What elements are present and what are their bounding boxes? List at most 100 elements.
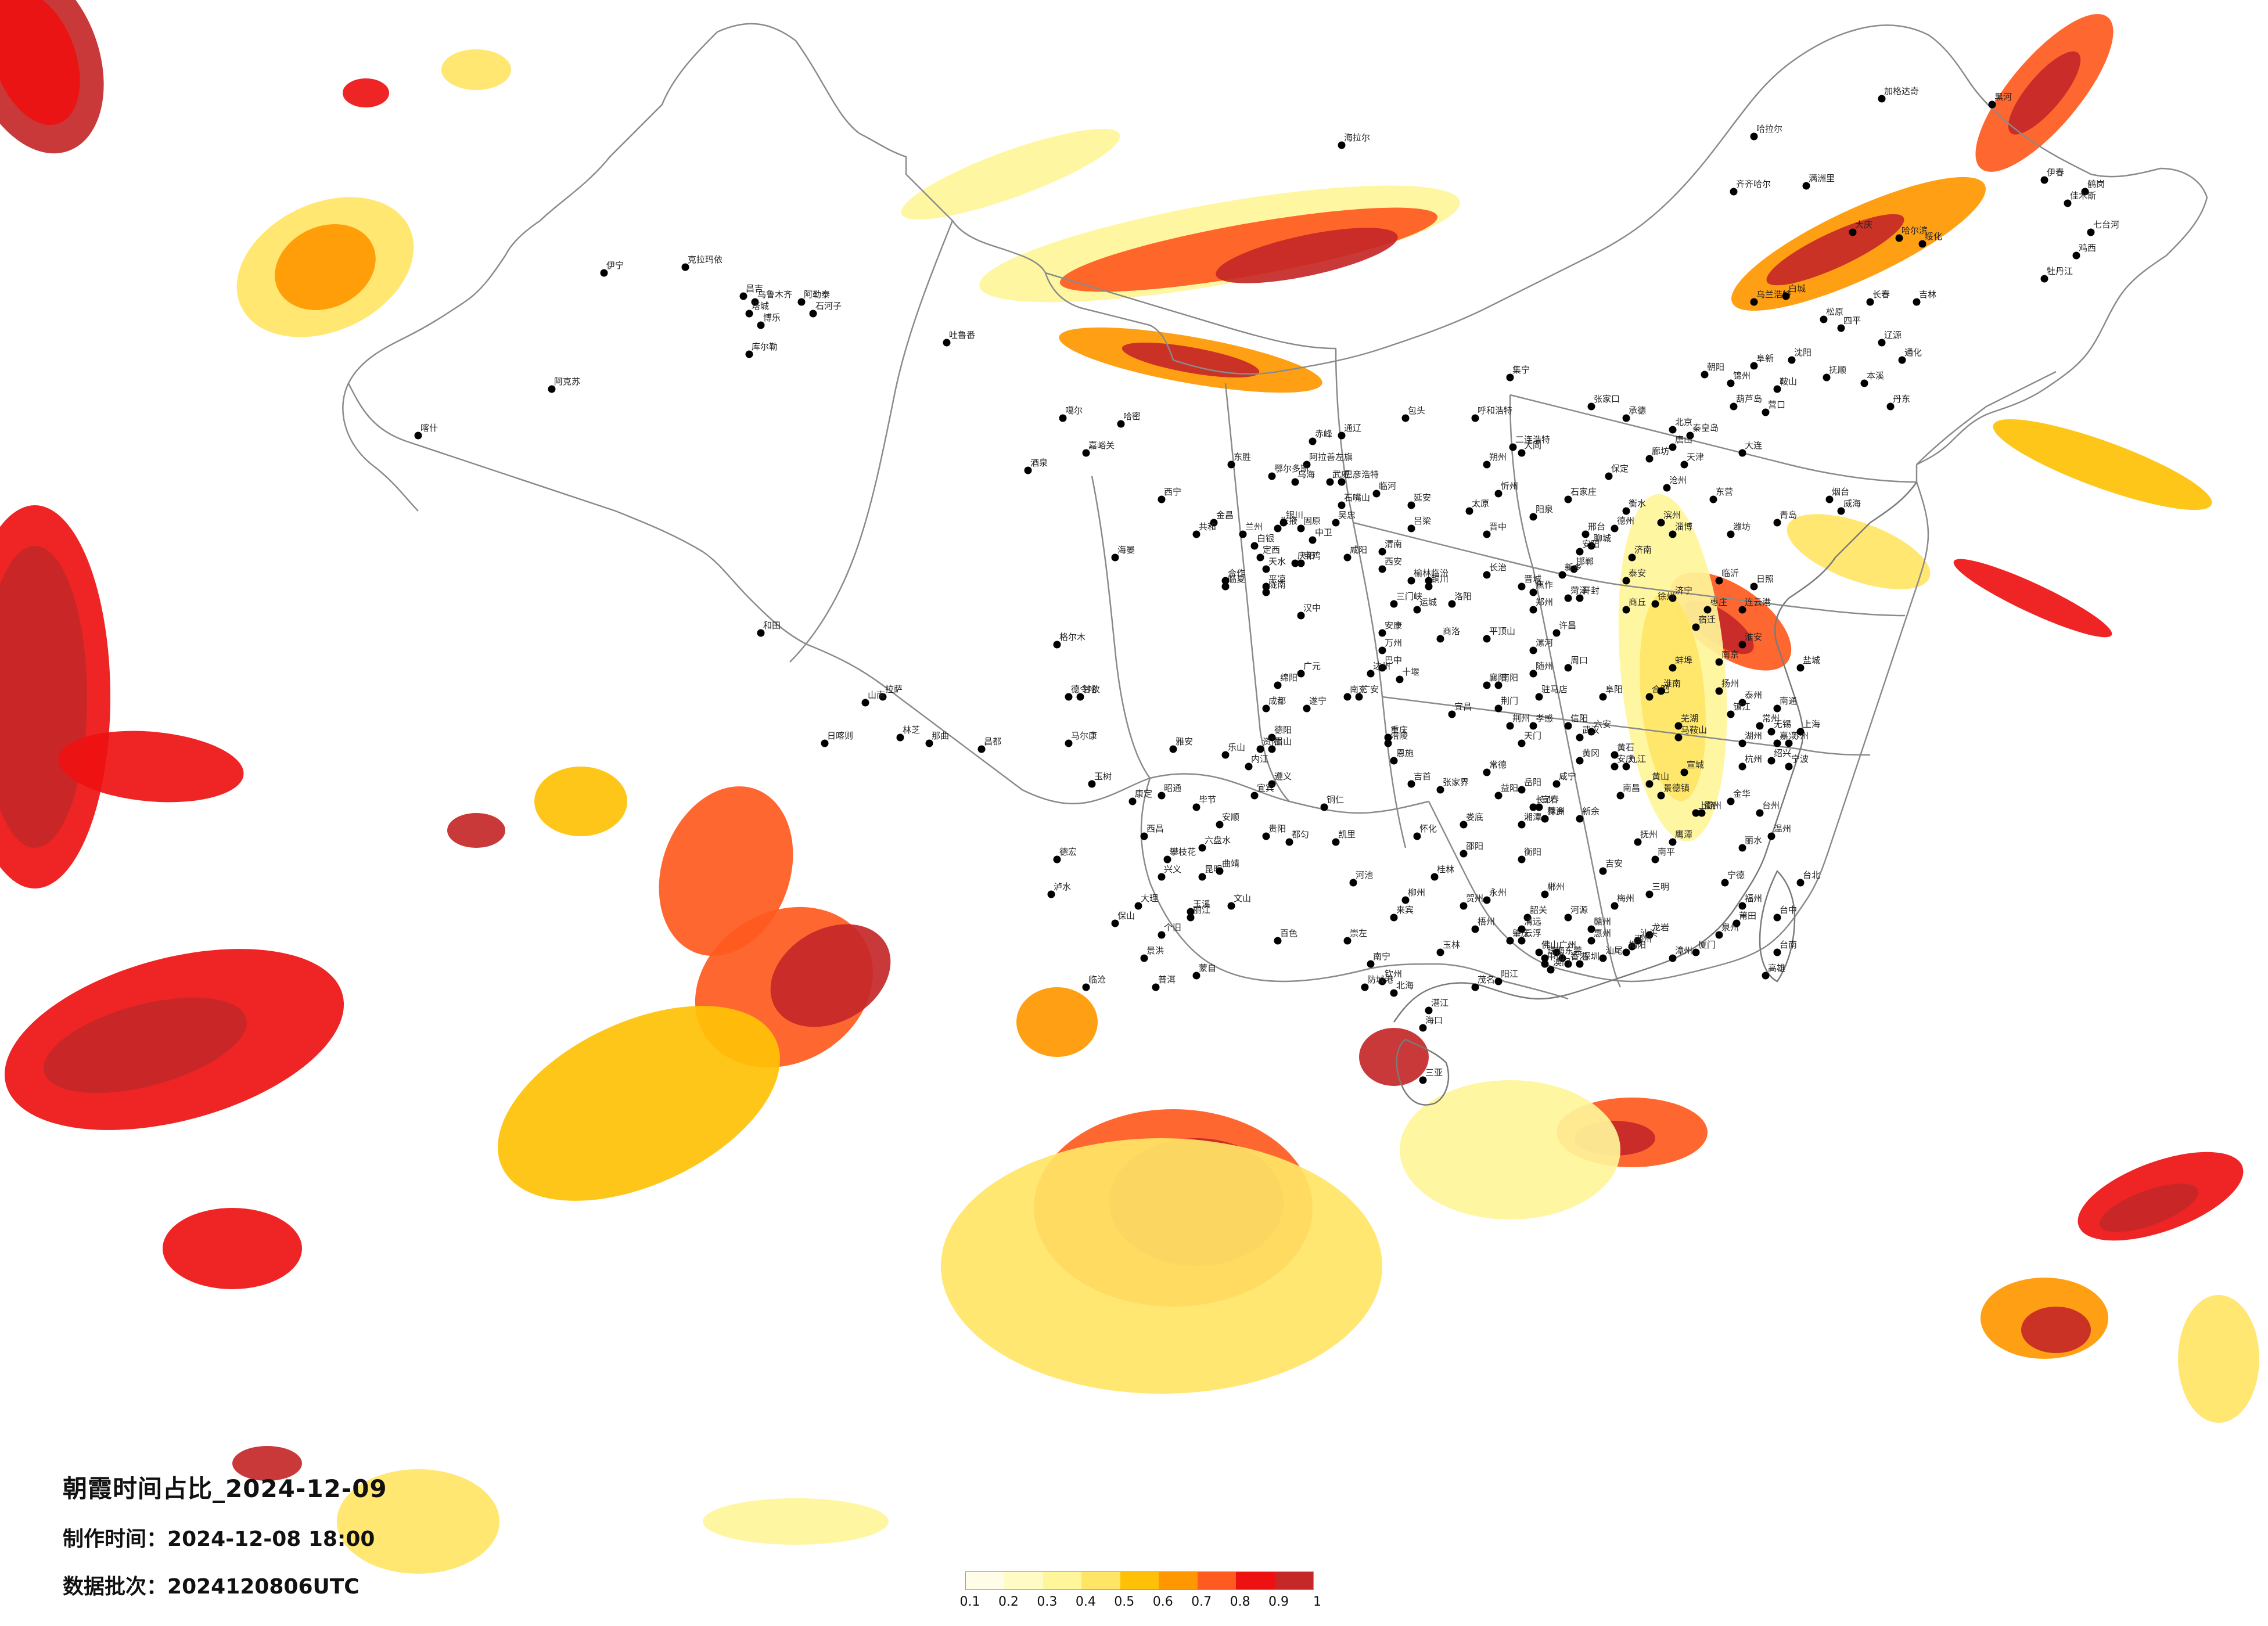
city-dot xyxy=(1483,635,1491,643)
city-dot xyxy=(1657,519,1665,527)
city-dot xyxy=(1436,786,1444,794)
city-label: 娄底 xyxy=(1466,812,1483,822)
heat-patch xyxy=(2008,51,2081,135)
city-label: 四平 xyxy=(1843,315,1861,326)
city-dot xyxy=(1788,356,1796,364)
city-label: 三亚 xyxy=(1425,1067,1443,1078)
legend-swatch-2 xyxy=(1004,1572,1043,1589)
city-label: 玉树 xyxy=(1094,771,1112,782)
city-dot xyxy=(1378,565,1386,573)
city-label: 佳木斯 xyxy=(2070,190,2096,201)
city-dot xyxy=(1558,571,1566,579)
heat-patch xyxy=(337,1469,499,1574)
heat-patch xyxy=(2178,1295,2259,1423)
city-label: 朔州 xyxy=(1489,452,1507,462)
city-dot xyxy=(1494,681,1503,689)
city-dot xyxy=(1274,524,1282,533)
city-dot xyxy=(745,310,753,318)
city-dot xyxy=(1268,472,1276,480)
city-label: 佛山 xyxy=(1541,940,1559,950)
city-label: 咸阳 xyxy=(1350,545,1367,555)
city-label: 深圳 xyxy=(1582,951,1600,962)
city-dot xyxy=(1599,693,1607,701)
city-label: 玉林 xyxy=(1443,940,1460,950)
city-dot xyxy=(1384,739,1392,747)
city-label: 白城 xyxy=(1788,283,1806,294)
legend-tick-label: 1 xyxy=(1313,1595,1321,1609)
city-label: 九江 xyxy=(1629,754,1646,764)
city-label: 拉萨 xyxy=(885,684,903,695)
city-label: 黄冈 xyxy=(1582,748,1600,758)
heat-patch xyxy=(1059,207,1438,292)
city-label: 威海 xyxy=(1843,498,1861,509)
city-dot xyxy=(1117,420,1125,428)
city-label: 福州 xyxy=(1745,893,1762,904)
city-label: 牡丹江 xyxy=(2047,266,2073,276)
city-dot xyxy=(1886,402,1895,411)
city-label: 六安 xyxy=(1594,719,1611,729)
city-label: 贵阳 xyxy=(1268,823,1286,834)
city-dot xyxy=(1483,896,1491,904)
city-dot xyxy=(1576,594,1584,602)
city-label: 百色 xyxy=(1280,928,1297,938)
city-label: 大连 xyxy=(1745,440,1762,451)
heat-patch xyxy=(1016,987,1098,1057)
city-dot xyxy=(1250,542,1259,550)
city-dot xyxy=(1669,838,1677,846)
city-dot xyxy=(1256,745,1264,753)
city-label: 嘉兴 xyxy=(1780,731,1797,741)
city-dot xyxy=(1529,646,1537,654)
city-label: 临沧 xyxy=(1088,974,1106,985)
city-label: 信阳 xyxy=(1570,713,1588,724)
city-dot xyxy=(1483,461,1491,469)
city-label: 哈密 xyxy=(1123,411,1141,422)
city-label: 日喀则 xyxy=(827,731,853,741)
city-label: 济宁 xyxy=(1675,585,1692,596)
city-dot xyxy=(1715,931,1723,939)
city-label: 阿勒泰 xyxy=(804,289,830,300)
city-label: 山南 xyxy=(868,690,885,700)
city-label: 防城港 xyxy=(1367,974,1393,985)
city-label: 保山 xyxy=(1117,911,1135,921)
city-label: 乌鲁木齐 xyxy=(757,289,792,300)
city-dot xyxy=(1796,664,1805,672)
heat-patch xyxy=(941,1138,1382,1394)
city-label: 海拉尔 xyxy=(1344,132,1370,143)
city-label: 西宁 xyxy=(1164,487,1181,497)
city-dot xyxy=(1727,710,1735,718)
city-label: 满洲里 xyxy=(1809,173,1835,184)
city-label: 蒙自 xyxy=(1199,963,1216,973)
city-label: 平凉 xyxy=(1268,574,1286,584)
city-dot xyxy=(1785,739,1793,747)
city-label: 商丘 xyxy=(1629,597,1646,607)
city-label: 定西 xyxy=(1263,545,1280,555)
heat-patch xyxy=(498,1006,780,1201)
city-label: 肇庆 xyxy=(1512,928,1530,938)
city-dot xyxy=(1134,902,1142,910)
city-dot xyxy=(1152,983,1160,991)
city-dot xyxy=(1285,838,1293,846)
city-dot xyxy=(1163,855,1171,864)
city-label: 泰安 xyxy=(1629,568,1646,578)
city-dot xyxy=(1552,948,1561,956)
city-label: 朝阳 xyxy=(1707,362,1724,372)
city-label: 曲靖 xyxy=(1222,858,1239,869)
city-dot xyxy=(1192,972,1201,980)
city-label: 潮州 xyxy=(1634,934,1652,944)
city-dot xyxy=(1738,641,1746,649)
city-dot xyxy=(1529,606,1537,614)
city-dot xyxy=(1564,960,1572,968)
city-label: 绥化 xyxy=(1925,231,1942,242)
city-label: 阳江 xyxy=(1501,969,1518,979)
city-dot xyxy=(1622,606,1630,614)
city-label: 上饶 xyxy=(1698,800,1716,811)
city-dot xyxy=(1401,414,1410,422)
city-dot xyxy=(1785,762,1793,771)
city-dot xyxy=(1494,704,1503,713)
city-dot xyxy=(1849,228,1857,236)
city-dot xyxy=(1762,972,1770,980)
city-dot xyxy=(1239,530,1247,538)
city-dot xyxy=(1529,803,1537,811)
city-dot xyxy=(1187,913,1195,922)
legend-tick-label: 0.1 xyxy=(959,1595,980,1609)
